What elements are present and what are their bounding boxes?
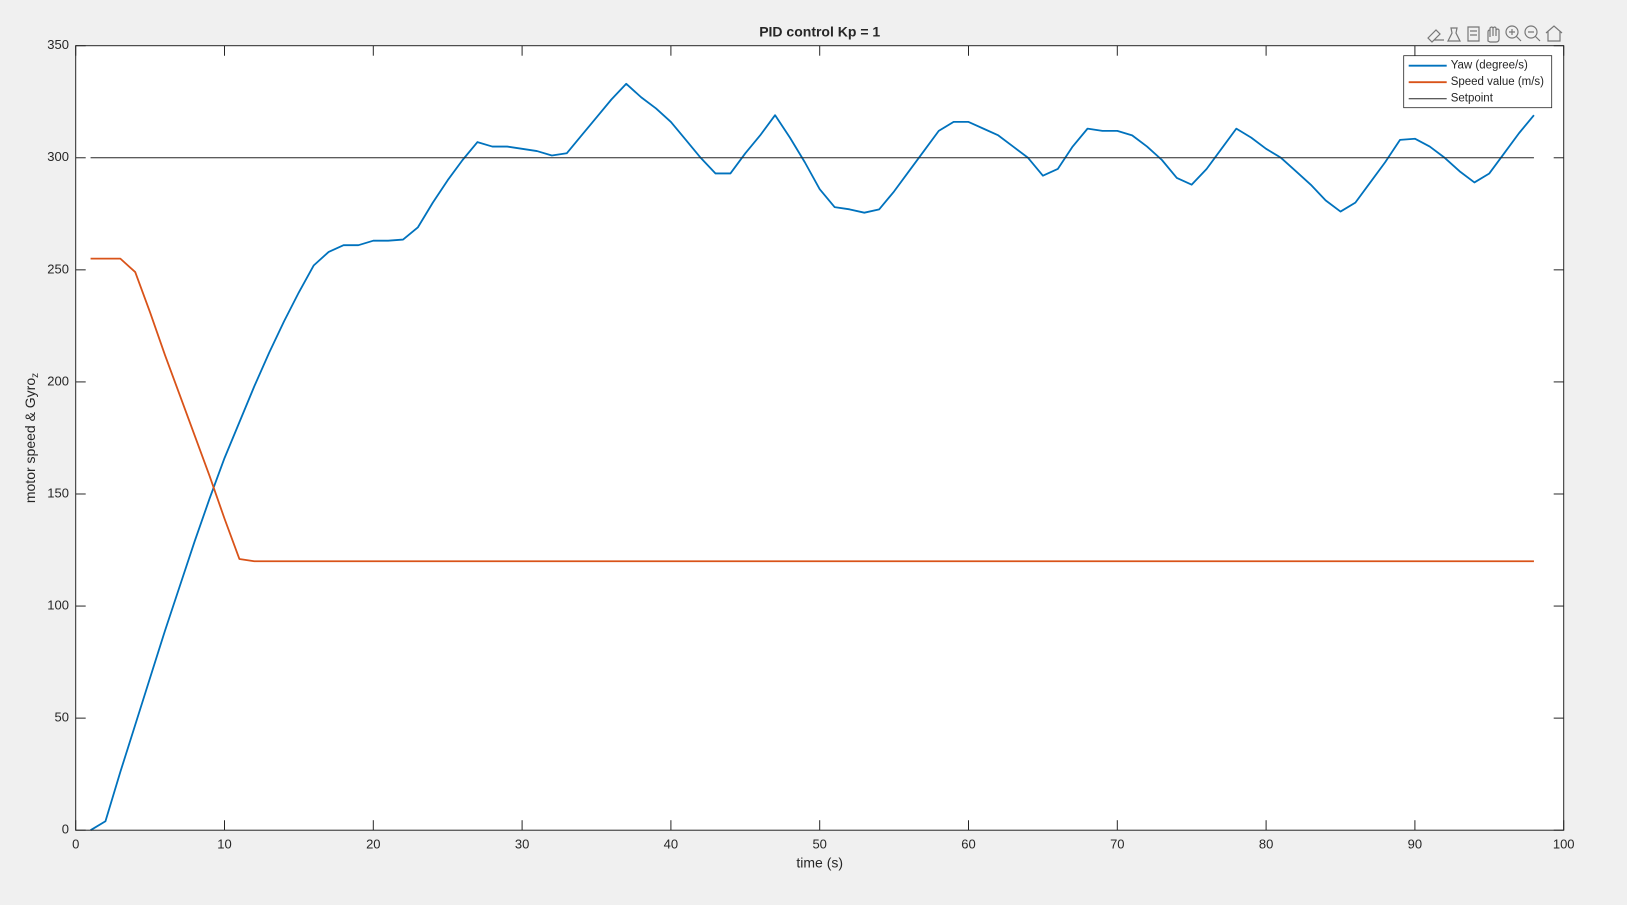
toolbar-datatip[interactable] xyxy=(1447,27,1461,42)
y-tick-label: 150 xyxy=(47,485,69,500)
toolbar-zoom-in-mark[interactable] xyxy=(1509,29,1522,42)
x-tick-label: 70 xyxy=(1110,836,1124,851)
toolbar-zoom-out[interactable] xyxy=(1524,25,1538,39)
toolbar[interactable] xyxy=(1427,25,1563,43)
y-tick-label: 250 xyxy=(47,261,69,276)
toolbar-zoom-out-mark[interactable] xyxy=(1528,31,1541,42)
x-tick-label: 20 xyxy=(366,836,380,851)
y-tick-label: 50 xyxy=(55,710,69,725)
toolbar-zoom-in[interactable] xyxy=(1505,25,1519,39)
y-axis-label-subscript: z xyxy=(30,373,41,378)
x-tick-label: 30 xyxy=(515,836,529,851)
axes-box xyxy=(75,45,1565,831)
x-tick-label: 90 xyxy=(1408,836,1422,851)
series-line xyxy=(90,82,1535,831)
y-tick-label: 100 xyxy=(47,597,69,612)
legend-label: Setpoint xyxy=(1451,93,1494,105)
axes-background xyxy=(75,45,1564,831)
toolbar-pan[interactable] xyxy=(1487,26,1500,43)
x-tick-label: 40 xyxy=(664,836,678,851)
y-axis-label-text: motor speed & Gyro xyxy=(22,378,38,503)
x-tick-label: 60 xyxy=(961,836,975,851)
chart-title: PID control Kp = 1 xyxy=(759,24,880,40)
toolbar-brush[interactable] xyxy=(1427,29,1444,43)
toolbar-legend[interactable] xyxy=(1467,26,1480,42)
legend: Yaw (degree/s) Speed value (m/s) Setpoint xyxy=(1403,55,1553,109)
x-tick-label: 10 xyxy=(217,836,231,851)
legend-label: Yaw (degree/s) xyxy=(1451,60,1528,72)
x-tick-label: 50 xyxy=(812,836,826,851)
y-tick-label: 0 xyxy=(62,822,69,837)
x-axis-label: time (s) xyxy=(796,855,843,871)
legend-label: Speed value (m/s) xyxy=(1451,76,1544,88)
y-tick-label: 300 xyxy=(47,149,69,164)
y-tick-label: 350 xyxy=(47,37,69,52)
series-line xyxy=(90,257,1534,563)
y-axis-label: motor speed & Gyroz xyxy=(22,373,41,503)
y-tick-label: 200 xyxy=(47,373,69,388)
x-tick-label: 0 xyxy=(72,836,79,851)
toolbar-home[interactable] xyxy=(1545,25,1563,42)
x-tick-label: 100 xyxy=(1553,836,1575,851)
x-tick-label: 80 xyxy=(1259,836,1273,851)
